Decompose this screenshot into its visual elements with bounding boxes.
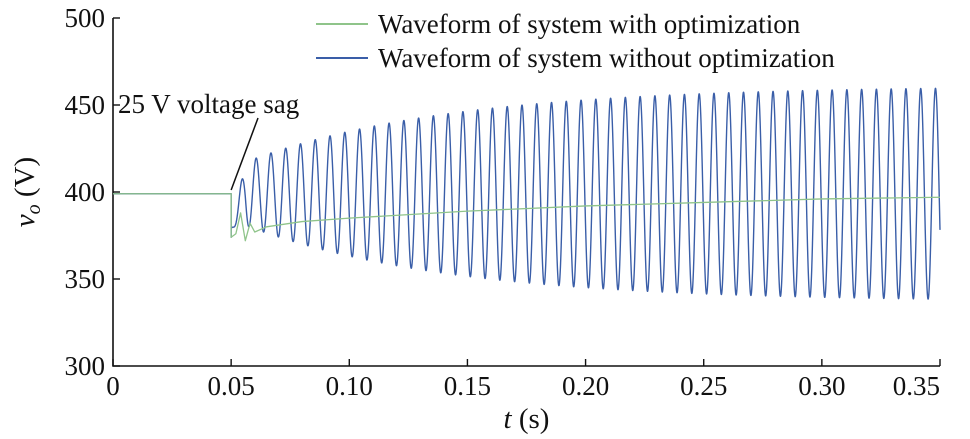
x-tick-label: 0.05 — [208, 371, 255, 401]
x-tick-label: 0.15 — [444, 371, 491, 401]
plot-area — [113, 87, 941, 300]
y-tick-label: 350 — [65, 264, 106, 294]
y-axis-unit: (V) — [9, 157, 41, 205]
y-axis-variable: v — [9, 214, 41, 227]
legend-label-with-optimization: Waveform of system with optimization — [378, 9, 801, 39]
x-axis-unit: (s) — [512, 403, 550, 435]
series-line-with-optimization — [113, 193, 941, 242]
y-axis-label: vo (V) — [9, 157, 45, 227]
y-axis-subscript: o — [23, 204, 45, 214]
annotation: 25 V voltage sag — [118, 89, 299, 191]
x-axis-label: t (s) — [504, 403, 550, 435]
y-tick-label: 500 — [65, 3, 106, 33]
y-tick-label: 450 — [65, 90, 106, 120]
x-tick-label: 0 — [106, 371, 120, 401]
x-axis-ticks: 0 0.05 0.10 0.15 0.20 0.25 0.30 0.35 — [106, 359, 941, 401]
x-tick-label: 0.30 — [798, 371, 845, 401]
y-tick-label: 400 — [65, 177, 106, 207]
x-tick-label: 0.10 — [326, 371, 373, 401]
x-tick-label: 0.20 — [562, 371, 609, 401]
legend-label-without-optimization: Waveform of system without optimization — [378, 43, 835, 73]
x-tick-label: 0.35 — [893, 371, 940, 401]
annotation-text: 25 V voltage sag — [118, 89, 299, 119]
legend: Waveform of system with optimization Wav… — [316, 9, 835, 73]
y-tick-label: 300 — [65, 351, 106, 381]
x-tick-label: 0.25 — [680, 371, 727, 401]
x-axis-variable: t — [504, 403, 513, 435]
series-line-without-optimization — [113, 87, 941, 300]
y-axis-ticks: 300 350 400 450 500 — [65, 3, 120, 381]
annotation-pointer — [230, 117, 259, 191]
